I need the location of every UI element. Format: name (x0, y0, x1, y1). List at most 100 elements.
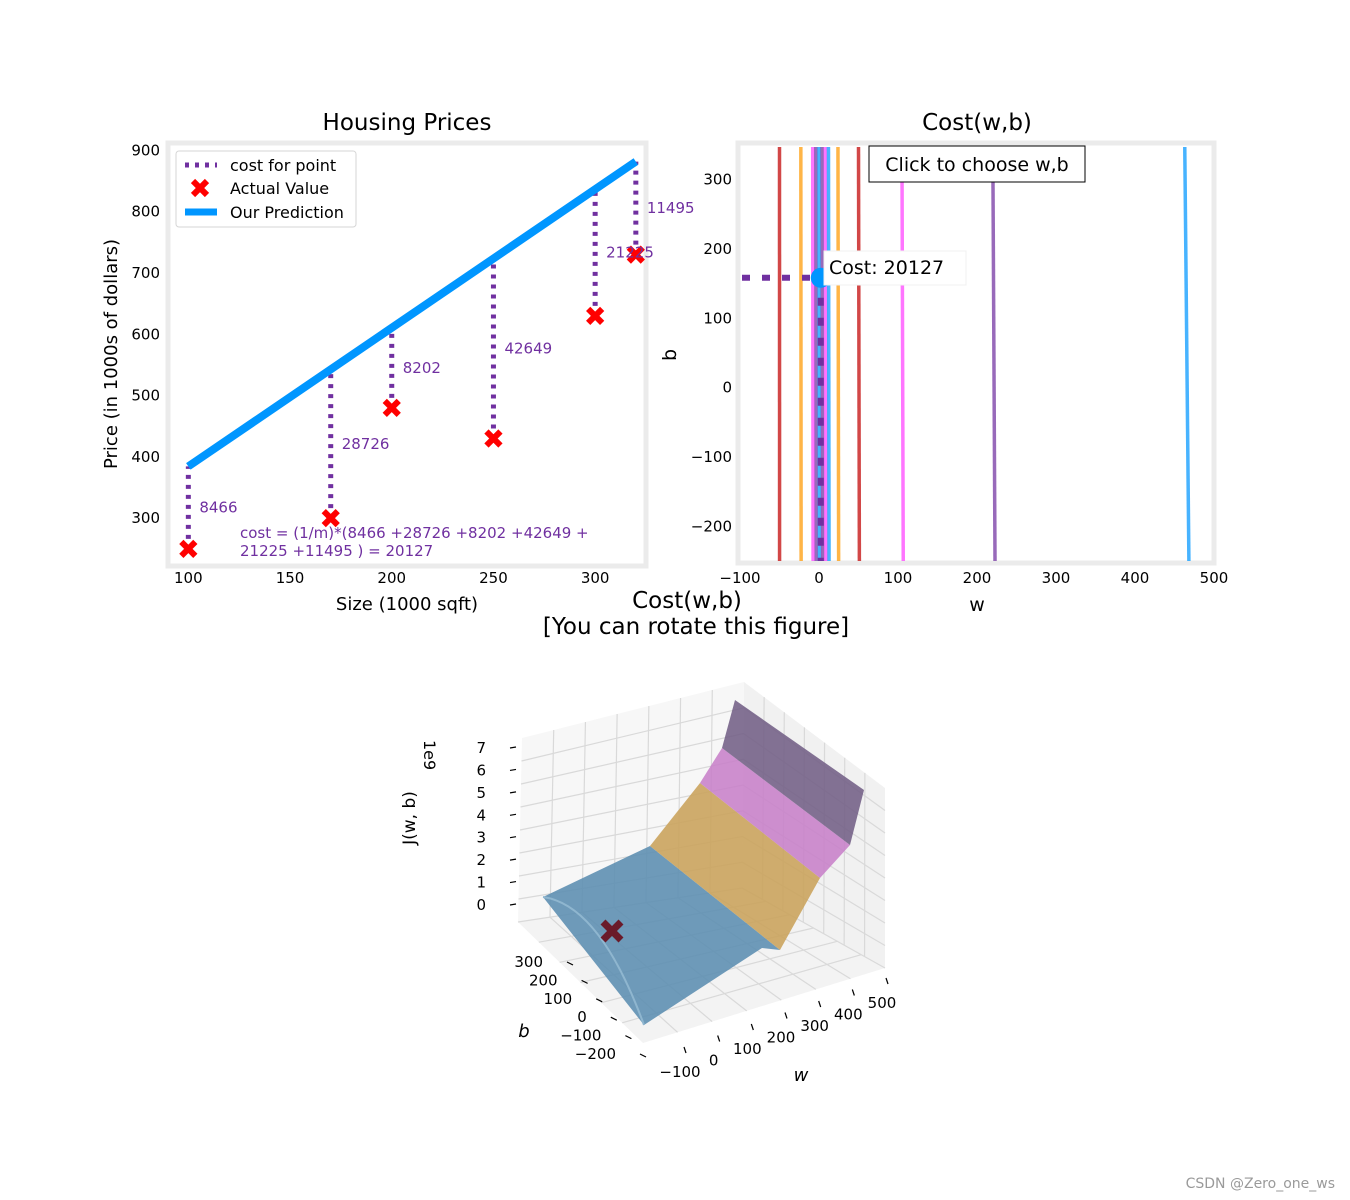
chart-title: Housing Prices (323, 110, 492, 136)
watermark: CSDN @Zero_one_ws (1186, 1176, 1335, 1192)
click-hint-label: Click to choose w,b (885, 154, 1068, 176)
x-tick-label: −100 (719, 569, 760, 587)
actual-value-marker (382, 398, 401, 417)
x-tick-label: 300 (1042, 569, 1071, 587)
contour-line (836, 146, 841, 562)
x-tick-label: 200 (963, 569, 992, 587)
contour-line (991, 146, 997, 562)
w-tick (717, 1035, 721, 1042)
z-tick (509, 746, 517, 749)
w-tick (885, 977, 889, 985)
y-tick-label: 300 (703, 171, 732, 189)
y-tick-label: 100 (703, 309, 732, 327)
x-tick-label: 400 (1121, 569, 1150, 587)
z-tick (509, 880, 517, 884)
y-axis-label: Price (in 1000s of dollars) (101, 239, 122, 469)
b-tick-label: 100 (544, 990, 573, 1008)
surface-band-2 (650, 783, 820, 950)
cost-point-label: 28726 (342, 435, 390, 453)
legend: cost for point Actual Value Our Predicti… (175, 150, 357, 228)
w-tick (851, 989, 855, 996)
cost-point-label: 42649 (504, 340, 552, 358)
y-tick-label: −200 (691, 517, 732, 535)
x-tick-label: 300 (581, 569, 610, 587)
chart-title-line-1: Cost(w,b) (632, 588, 742, 614)
y-tick-label: 600 (131, 325, 160, 343)
legend-cost-label: cost for point (230, 156, 336, 175)
cost-surface-3d-chart[interactable]: Cost(w,b) [You can rotate this figure] 0… (400, 588, 896, 1086)
x-tick-label: 0 (814, 569, 824, 587)
x-tick-label: 150 (276, 569, 305, 587)
z-tick-label: 0 (476, 896, 486, 914)
surface-band-1 (543, 846, 780, 1025)
prediction-line (186, 158, 639, 470)
click-hint-box[interactable] (868, 145, 1086, 183)
b-tick (639, 1053, 647, 1058)
chart-title-line-2: [You can rotate this figure] (543, 614, 849, 640)
y-tick-label: −100 (691, 448, 732, 466)
x-tick-label: 500 (1200, 569, 1229, 587)
contour-line (1183, 146, 1191, 562)
z-tick-label: 2 (476, 851, 486, 869)
y-tick-label: 0 (722, 379, 732, 397)
actual-value-marker (179, 539, 198, 558)
w-tick (818, 1000, 822, 1008)
z-axis-multiplier: 1e9 (420, 740, 439, 770)
y-tick-label: 900 (131, 141, 160, 159)
w-tick-label: 100 (733, 1040, 762, 1058)
legend-actual-label: Actual Value (230, 179, 329, 198)
y-tick-label: 700 (131, 264, 160, 282)
b-tick (581, 979, 588, 984)
y-tick-label: 400 (131, 448, 160, 466)
b-tick (610, 1016, 618, 1021)
b-tick-label: 300 (514, 953, 543, 971)
x-tick-label: 100 (174, 569, 203, 587)
click-hint-button[interactable]: Click to choose w,b (868, 145, 1086, 183)
cost-annotation-box (823, 250, 967, 286)
plot-frame (165, 140, 649, 569)
w-tick (784, 1012, 788, 1019)
w-axis-label: w (794, 1065, 809, 1086)
z-tick (509, 791, 517, 794)
actual-value-marker (586, 306, 605, 325)
contour-line (900, 146, 906, 562)
w-tick-label: 0 (709, 1052, 719, 1070)
x-axis-label: w (969, 594, 985, 616)
actual-value-marker (484, 429, 503, 448)
w-tick (683, 1046, 687, 1054)
b-tick (625, 1035, 632, 1040)
z-tick-label: 4 (476, 806, 486, 824)
cost-point-label: 8202 (403, 359, 441, 377)
legend-actual-marker (190, 178, 210, 198)
z-tick-label: 1 (476, 874, 486, 892)
w-tick-label: 400 (834, 1006, 863, 1024)
z-tick-label: 7 (476, 739, 486, 757)
legend-prediction-label: Our Prediction (230, 203, 344, 222)
surface-band-3 (700, 748, 850, 878)
cost-contour-chart: Cost(w,b) w b −100 0 100 200 300 400 500 −200 −… (659, 110, 1228, 616)
cost-point-label: 21225 (606, 244, 654, 262)
w-tick-label: 300 (800, 1017, 829, 1035)
legend-box (175, 150, 357, 228)
surface-min-edge (542, 896, 645, 1026)
surface-band-4 (722, 700, 864, 845)
z-tick-label: 3 (476, 829, 486, 847)
x-axis-label: Size (1000 sqft) (336, 594, 478, 615)
b-tick (595, 998, 603, 1003)
plot-frame (735, 140, 1217, 566)
contour-line (820, 146, 825, 562)
contour-line (856, 146, 862, 562)
chart-title: Cost(w,b) (922, 110, 1032, 136)
x-tick-label: 200 (377, 569, 406, 587)
actual-value-marker (321, 509, 340, 528)
w-tick (750, 1023, 754, 1031)
b-tick-label: 200 (529, 971, 558, 989)
y-tick-label: 500 (131, 387, 160, 405)
actual-value-marker (626, 245, 645, 264)
contour-line (826, 146, 831, 562)
selected-point-3d (600, 919, 624, 943)
b-tick (566, 961, 574, 966)
